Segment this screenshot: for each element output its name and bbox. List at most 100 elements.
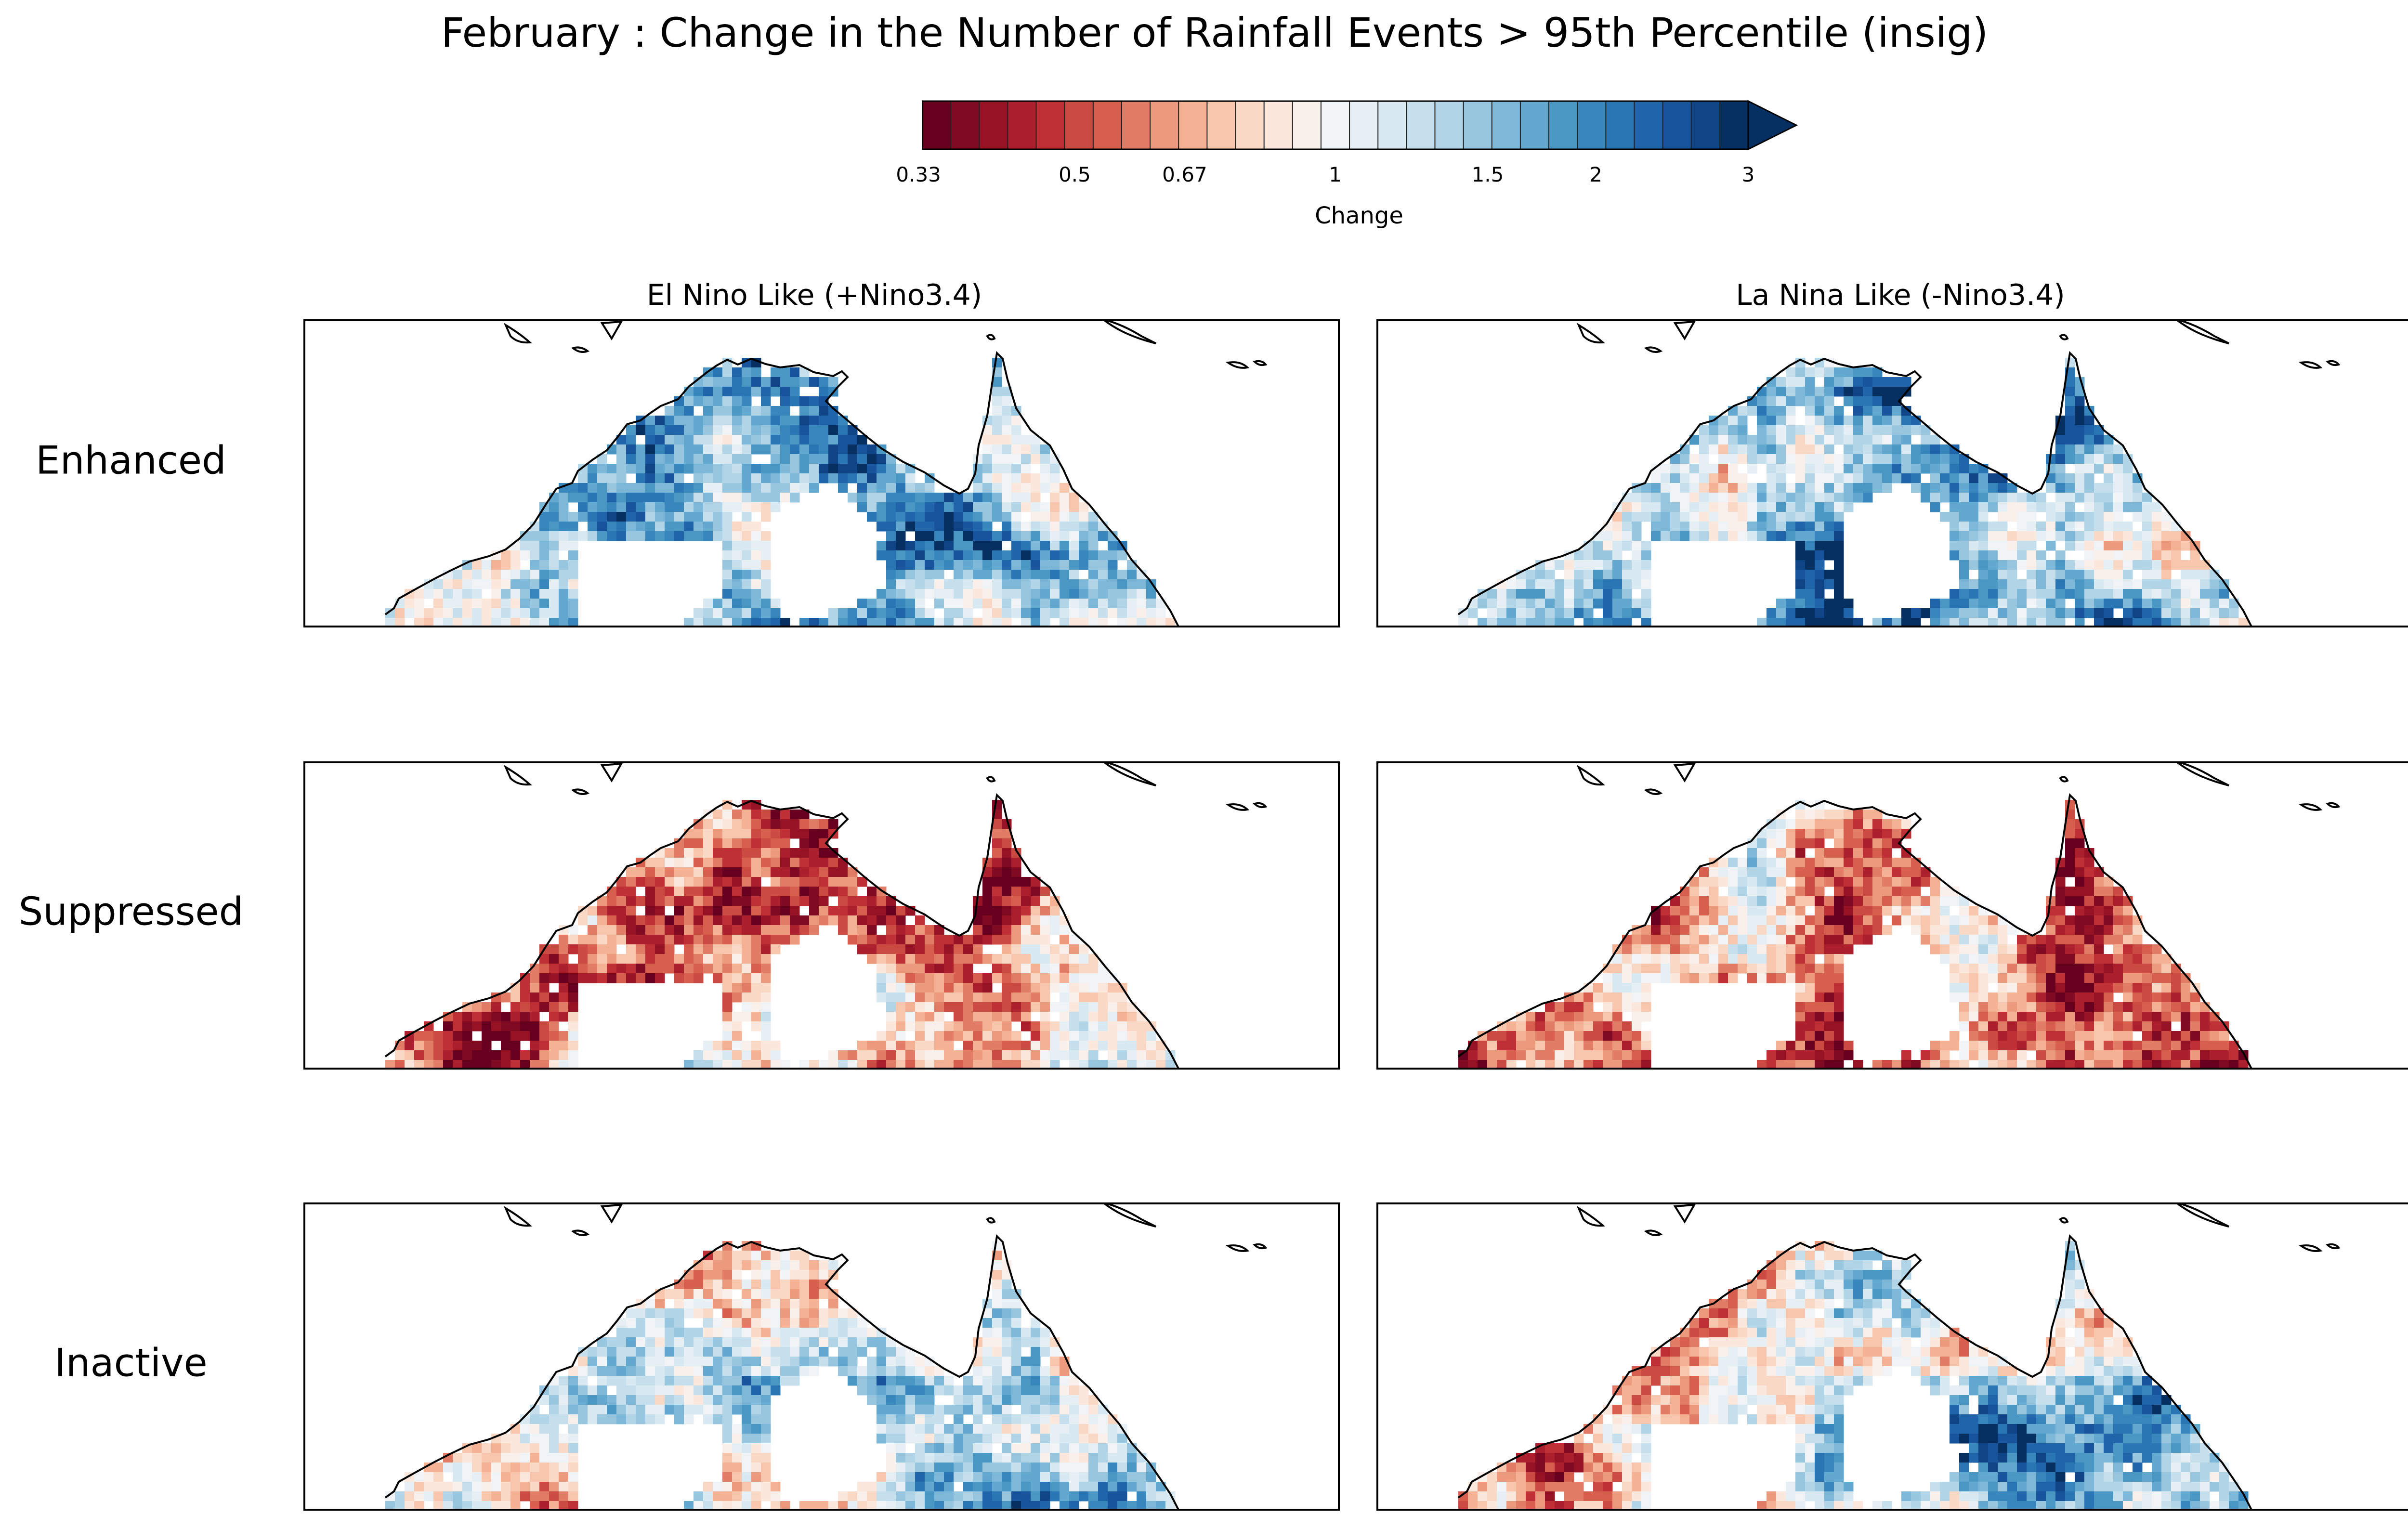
coastline xyxy=(1457,793,2253,1070)
colorbar-segment xyxy=(1577,101,1606,149)
map-frame xyxy=(303,1202,1340,1511)
colorbar-extend-arrow xyxy=(1747,100,1798,151)
column-title-la-nina: La Nina Like (-Nino3.4) xyxy=(1736,278,2065,312)
map-frame xyxy=(303,319,1340,627)
row-label-enhanced: Enhanced xyxy=(36,438,226,483)
island-outline xyxy=(986,1217,996,1224)
island-outline xyxy=(1102,1202,1156,1228)
island-outline xyxy=(503,1206,532,1227)
colorbar-segment xyxy=(1207,101,1236,149)
row-label-suppressed: Suppressed xyxy=(18,889,244,934)
island-outline xyxy=(1225,803,1250,811)
island-outline xyxy=(600,1203,623,1224)
island-outline xyxy=(1673,1203,1696,1224)
colorbar-segment xyxy=(1036,101,1065,149)
island-outline xyxy=(1102,319,1156,344)
colorbar-segment xyxy=(1606,101,1635,149)
coastline xyxy=(384,793,1180,1070)
map-frame xyxy=(1376,1202,2408,1511)
colorbar-segment xyxy=(1634,101,1663,149)
island-outline xyxy=(1673,320,1696,340)
row-label-inactive: Inactive xyxy=(54,1340,208,1385)
colorbar-segment xyxy=(1235,101,1265,149)
colorbar-segment xyxy=(1492,101,1521,149)
island-outline xyxy=(2059,334,2069,340)
colorbar-segment xyxy=(922,101,951,149)
colorbar-segment xyxy=(1064,101,1094,149)
colorbar-segment xyxy=(1549,101,1578,149)
map-frame xyxy=(303,761,1340,1070)
rainfall-change-grid xyxy=(1458,1241,2249,1511)
island-outline xyxy=(1253,802,1268,809)
island-outline xyxy=(2059,776,2069,783)
colorbar-tick-label: 0.33 xyxy=(896,163,941,186)
rainfall-change-grid xyxy=(385,1241,1176,1511)
island-outline xyxy=(986,776,996,783)
island-outline xyxy=(571,346,590,353)
colorbar-segment xyxy=(1008,101,1037,149)
island-outline xyxy=(1673,762,1696,783)
colorbar-segment xyxy=(1378,101,1407,149)
island-outline xyxy=(1225,1244,1250,1252)
colorbar-segment xyxy=(1349,101,1378,149)
island-outline xyxy=(2298,803,2323,811)
map-frame xyxy=(1376,319,2408,627)
island-outline xyxy=(2175,761,2229,786)
island-outline xyxy=(2298,361,2323,369)
island-outline xyxy=(503,323,532,344)
colorbar-bar xyxy=(922,100,1798,151)
column-title-el-nino: El Nino Like (+Nino3.4) xyxy=(646,278,982,312)
rainfall-change-grid xyxy=(385,800,1176,1070)
colorbar-segment xyxy=(1292,101,1322,149)
coastline xyxy=(384,1234,1180,1511)
colorbar-tick-label: 1.5 xyxy=(1471,163,1504,186)
island-outline xyxy=(2326,360,2341,366)
coastline xyxy=(1457,1234,2253,1511)
island-outline xyxy=(1576,1206,1605,1227)
colorbar-segment xyxy=(1463,101,1492,149)
map-panel-inactive-la-nina xyxy=(1376,1202,2408,1511)
island-outline xyxy=(2059,1217,2069,1224)
figure-title: February : Change in the Number of Rainf… xyxy=(441,9,1989,56)
island-outline xyxy=(571,788,590,795)
coastline xyxy=(1457,351,2253,627)
island-outline xyxy=(2175,1202,2229,1228)
island-outline xyxy=(2326,802,2341,809)
colorbar-tick-label: 0.5 xyxy=(1059,163,1091,186)
island-outline xyxy=(1644,1229,1663,1236)
colorbar-tick-label: 2 xyxy=(1589,163,1602,186)
rainfall-change-grid xyxy=(1458,358,2249,627)
island-outline xyxy=(1253,1243,1268,1250)
map-panel-inactive-el-nino xyxy=(303,1202,1340,1511)
map-panel-enhanced-la-nina xyxy=(1376,319,2408,627)
colorbar-segment xyxy=(1093,101,1122,149)
island-outline xyxy=(503,765,532,786)
colorbar-segment xyxy=(951,101,980,149)
island-outline xyxy=(2298,1244,2323,1252)
colorbar-segment xyxy=(1662,101,1692,149)
island-outline xyxy=(2326,1243,2341,1250)
rainfall-change-grid xyxy=(1458,800,2249,1070)
colorbar-segment xyxy=(1406,101,1436,149)
colorbar-segment xyxy=(1178,101,1207,149)
island-outline xyxy=(1576,323,1605,344)
island-outline xyxy=(1644,346,1663,353)
map-panel-suppressed-la-nina xyxy=(1376,761,2408,1070)
island-outline xyxy=(986,334,996,340)
colorbar-label: Change xyxy=(1315,202,1403,229)
colorbar-tick-label: 3 xyxy=(1741,163,1755,186)
island-outline xyxy=(571,1229,590,1236)
colorbar-segment xyxy=(1719,101,1749,149)
island-outline xyxy=(1644,788,1663,795)
island-outline xyxy=(600,320,623,340)
island-outline xyxy=(1253,360,1268,366)
colorbar-segment xyxy=(1121,101,1151,149)
map-panel-suppressed-el-nino xyxy=(303,761,1340,1070)
coastline xyxy=(384,351,1180,627)
map-frame xyxy=(1376,761,2408,1070)
rainfall-change-grid xyxy=(385,358,1176,627)
map-panel-enhanced-el-nino xyxy=(303,319,1340,627)
colorbar-tick-label: 1 xyxy=(1329,163,1342,186)
colorbar-segment xyxy=(1264,101,1293,149)
